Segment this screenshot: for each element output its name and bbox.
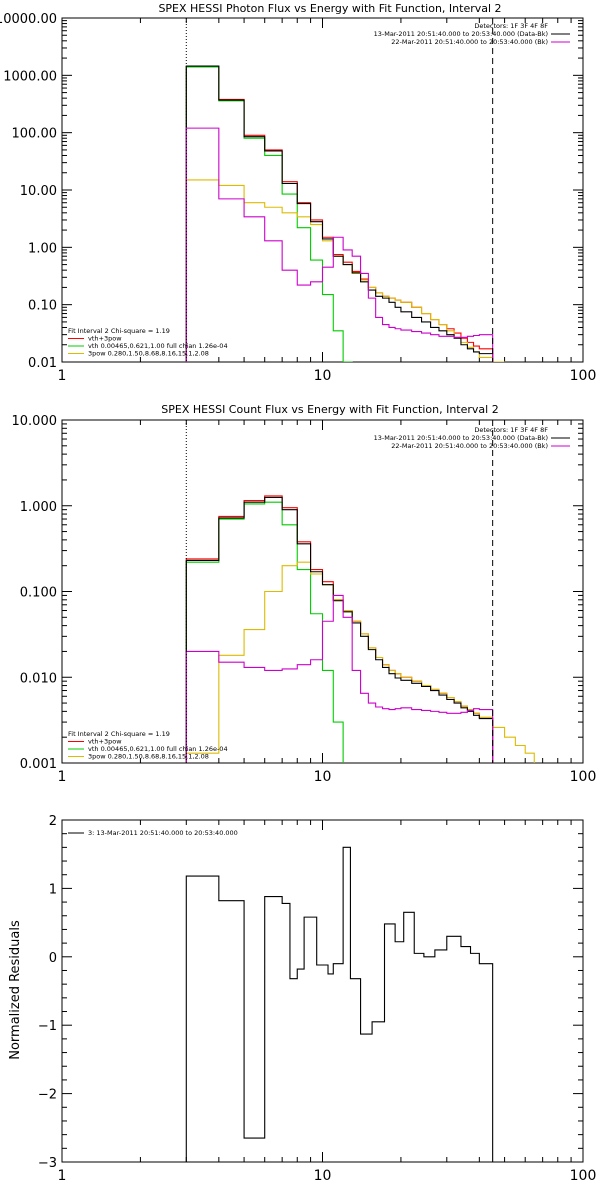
y-tick-label: 0.01 — [28, 356, 57, 371]
plot-area — [185, 846, 494, 1162]
plot-frame — [61, 419, 584, 764]
x-tick-label: 10 — [314, 368, 332, 384]
plot-area — [185, 65, 506, 362]
legend-right-entry: 22-Mar-2011 20:51:40.000 to 20:53:40.000… — [391, 38, 548, 46]
legend-right-entry: 22-Mar-2011 20:51:40.000 to 20:53:40.000… — [391, 442, 548, 450]
y-tick-label: 0.001 — [20, 757, 57, 772]
y-tick-label: 2 — [49, 814, 57, 829]
series-line-background — [185, 127, 494, 362]
x-tick-label: 100 — [570, 769, 597, 785]
series-line-vth — [185, 66, 353, 362]
x-tick-label: 1 — [58, 1168, 67, 1184]
legend-left-entry: 3pow 0.280,1.50,8.68,8.16,15.1,2.08 — [88, 350, 209, 358]
y-tick-label: 1 — [49, 882, 57, 897]
photon-flux-panel: SPEX HESSI Photon Flux vs Energy with Fi… — [0, 2, 597, 384]
x-tick-label: 100 — [570, 1168, 597, 1184]
legend-right-entry: Detectors: 1F 3F 4F 8F — [474, 22, 548, 30]
y-tick-label: −2 — [38, 1088, 57, 1103]
series-line-data — [185, 65, 494, 362]
series-line-total_fit — [185, 495, 494, 763]
plot-frame — [61, 17, 584, 363]
series-line-data — [185, 846, 494, 1162]
legend-left-entry: Fit Interval 2 Chi-square = 1.19 — [68, 730, 170, 738]
count-flux-panel: SPEX HESSI Count Flux vs Energy with Fit… — [12, 403, 597, 785]
legend-left-entry: 3pow 0.280,1.50,8.68,8.16,15.1,2.08 — [88, 753, 209, 761]
y-tick-label: −1 — [38, 1019, 57, 1034]
y-tick-label: 10.00 — [20, 184, 57, 199]
legend-left-entry: vth+3pow — [88, 738, 122, 746]
series-line-background — [185, 594, 494, 763]
legend-left-entry: Fit Interval 2 Chi-square = 1.19 — [68, 327, 170, 335]
photon-flux-title: SPEX HESSI Photon Flux vs Energy with Fi… — [158, 2, 501, 15]
x-tick-label: 1 — [58, 368, 67, 384]
series-line-vth — [185, 501, 344, 763]
y-tick-label: 10.000 — [12, 414, 58, 429]
y-tick-label: 1.00 — [28, 241, 57, 256]
y-tick-label: 0 — [49, 951, 57, 966]
x-tick-label: 10 — [314, 1168, 332, 1184]
legend-right-entry: 13-Mar-2011 20:51:40.000 to 20:53:40.000… — [374, 434, 548, 442]
legend-left-entry: vth 0.00465,0.621,1.00 full chian 1.26e-… — [88, 745, 228, 753]
series-line-pow — [185, 561, 535, 763]
x-tick-label: 10 — [314, 769, 332, 785]
legend-left-entry: vth 0.00465,0.621,1.00 full chian 1.26e-… — [88, 342, 228, 350]
y-tick-label: 1.000 — [20, 500, 57, 515]
series-line-data — [185, 496, 494, 763]
x-tick-label: 100 — [570, 368, 597, 384]
y-tick-label: −3 — [38, 1156, 57, 1171]
legend-right-entry: 13-Mar-2011 20:51:40.000 to 20:53:40.000… — [374, 30, 548, 38]
y-tick-label: 0.100 — [20, 586, 57, 601]
plot-area — [185, 495, 535, 763]
y-tick-label: 1000.00 — [3, 69, 57, 84]
x-tick-label: 1 — [58, 769, 67, 785]
plot-frame — [61, 819, 584, 1163]
y-tick-label: 0.10 — [28, 299, 57, 314]
y-tick-label: 10000.00 — [0, 12, 57, 27]
legend-left-entry: vth+3pow — [88, 335, 122, 343]
legend-right-entry: Detectors: 1F 3F 4F 8F — [474, 426, 548, 434]
residuals-ylabel: Normalized Residuals — [8, 920, 23, 1060]
series-line-pow — [185, 179, 506, 362]
legend-left-entry: 3: 13-Mar-2011 20:51:40.000 to 20:53:40.… — [88, 829, 238, 837]
y-tick-label: 100.00 — [12, 127, 58, 142]
count-flux-title: SPEX HESSI Count Flux vs Energy with Fit… — [161, 403, 498, 416]
y-tick-label: 0.010 — [20, 671, 57, 686]
